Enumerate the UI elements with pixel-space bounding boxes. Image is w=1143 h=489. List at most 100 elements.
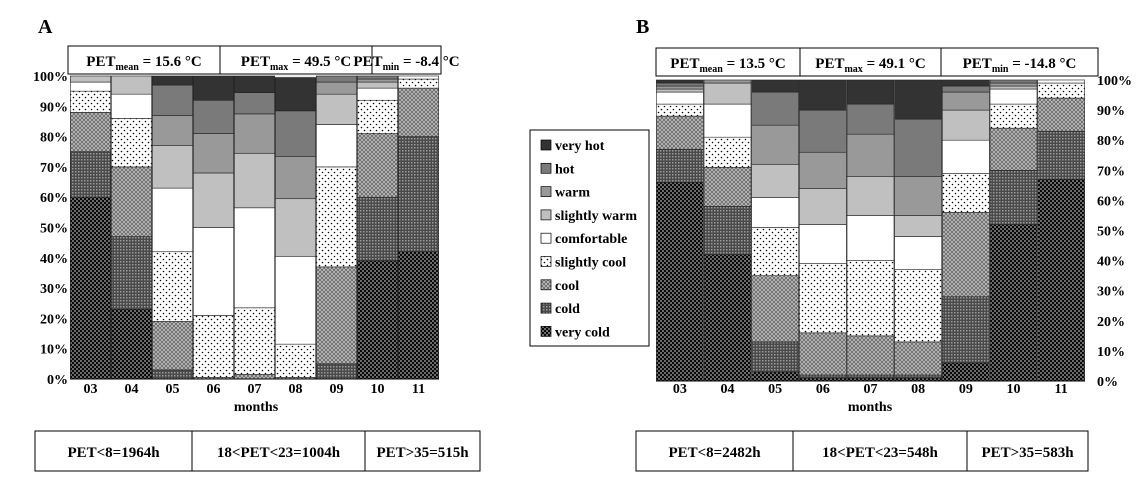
bar-segment-hot <box>846 103 895 135</box>
legend: very hot hot warm slightly warm comfortable s… <box>529 129 650 347</box>
bar-segment-cold <box>942 296 990 364</box>
bar-segment-slightly-warm <box>70 75 111 83</box>
legend-item-very-cold: very cold <box>540 325 610 340</box>
header-cell: PETmax = 49.1 °C <box>815 56 925 75</box>
legend-label: cold <box>555 302 580 317</box>
y-tick-label: 100% <box>33 70 68 85</box>
bar-segment-comfortable <box>357 87 398 101</box>
x-tick-label: 08 <box>289 382 303 397</box>
bar-segment-warm <box>275 155 316 200</box>
bar-segment-hot <box>275 110 316 157</box>
bar-segment-slightly-warm <box>357 81 398 89</box>
bar-segment-slightly-cool <box>942 173 990 213</box>
bar-segment-slightly-warm <box>275 198 316 257</box>
bar-segment-hot <box>656 82 704 87</box>
y-tick-label: 0% <box>47 373 68 388</box>
x-tick-label: 09 <box>330 382 344 397</box>
legend-swatch <box>540 209 552 221</box>
footer-cell: 18<PET<23=1004h <box>217 445 341 461</box>
legend-label: slightly warm <box>555 209 637 224</box>
bar-segment-hot <box>234 92 275 115</box>
legend-box <box>529 129 650 347</box>
bar-stack-11 <box>398 75 439 380</box>
bar-segment-slightly-warm <box>316 93 357 125</box>
legend-item-slightly-warm: slightly warm <box>540 209 637 224</box>
bar-segment-slightly-cool <box>989 103 1038 129</box>
x-tick-label: 08 <box>911 382 925 397</box>
bar-segment-slightly-cool <box>275 343 316 378</box>
legend-swatch <box>540 232 552 244</box>
bar-segment-slightly-warm <box>751 163 799 198</box>
bar-segment-hot <box>942 85 990 93</box>
bar-segment-cold <box>152 369 193 380</box>
bar-segment-comfortable <box>656 91 704 105</box>
bar-segment-warm <box>989 82 1038 87</box>
bar-stack-06 <box>193 75 234 380</box>
bar-segment-hot <box>894 118 942 177</box>
bar-segment-very-cold <box>398 251 439 380</box>
bar-segment-slightly-cool <box>111 118 152 168</box>
bar-segment-comfortable <box>703 103 752 138</box>
bar-segment-very-cold <box>751 371 799 382</box>
bar-segment-very-hot <box>751 79 799 93</box>
legend-label: very hot <box>555 139 605 154</box>
legend-swatch <box>540 326 552 337</box>
bar-segment-cool <box>316 266 357 365</box>
bar-segment-very-hot <box>656 79 704 84</box>
bar-segment-cold <box>751 341 799 373</box>
bar-segment-slightly-warm <box>942 109 990 141</box>
x-tick-label: 03 <box>673 382 687 397</box>
bar-segment-slightly-warm <box>894 215 942 237</box>
legend-label: cool <box>555 279 579 294</box>
bar-segment-slightly-cool <box>656 103 704 117</box>
bar-segment-hot <box>751 91 799 126</box>
bar-segment-slightly-cool <box>799 263 847 334</box>
y-tick-label: 0% <box>1097 375 1118 390</box>
bar-segment-comfortable <box>275 255 316 345</box>
header-box <box>655 47 1099 77</box>
bar-segment-slightly-warm <box>703 82 752 105</box>
bar-segment-slightly-cool <box>751 227 799 276</box>
bar-segment-comfortable <box>1037 79 1085 84</box>
bar-segment-comfortable <box>111 93 152 119</box>
bar-stack-06 <box>799 79 847 382</box>
x-tick-label: 05 <box>166 382 180 397</box>
x-tick-label: 06 <box>207 382 221 397</box>
bar-stack-04 <box>111 75 152 380</box>
footer-cell: PET>35=515h <box>376 445 469 461</box>
x-axis-label-b: months <box>848 400 893 415</box>
bar-segment-cool <box>894 341 942 376</box>
footer-table-b: PET<8=2482h 18<PET<23=548h PET>35=583h <box>635 430 1089 472</box>
bars-a <box>70 75 439 380</box>
bar-segment-very-hot <box>846 79 895 105</box>
bar-segment-warm <box>846 133 895 177</box>
bar-segment-comfortable <box>234 207 275 309</box>
bar-segment-very-hot <box>152 75 193 86</box>
bar-segment-slightly-cool <box>234 307 275 375</box>
bar-segment-comfortable <box>989 88 1038 105</box>
bar-segment-cool <box>799 332 847 376</box>
bar-segment-cold <box>656 148 704 183</box>
bar-segment-very-hot <box>193 75 234 101</box>
bar-segment-warm <box>357 78 398 83</box>
legend-item-hot: hot <box>540 162 575 177</box>
legend-swatch <box>540 186 552 197</box>
bar-segment-warm <box>942 91 990 111</box>
bar-stack-03 <box>70 75 111 380</box>
panel-label-b: B <box>636 16 649 38</box>
x-tick-label: 11 <box>412 382 425 397</box>
y-tick-label: 90% <box>1097 104 1125 119</box>
bar-segment-very-cold <box>111 309 152 380</box>
y-tick-label: 50% <box>40 222 68 237</box>
bar-segment-slightly-warm <box>989 85 1038 90</box>
bar-segment-hot <box>799 109 847 153</box>
header-cell: PETmean = 13.5 °C <box>670 56 785 75</box>
bar-segment-warm <box>894 176 942 216</box>
y-tick-label: 70% <box>40 161 68 176</box>
x-tick-labels-b: 03 04 05 06 07 08 09 10 11 <box>673 382 1068 397</box>
y-tick-label: 20% <box>1097 315 1125 330</box>
bar-stack-05 <box>751 79 799 382</box>
bar-segment-slightly-warm <box>193 172 234 228</box>
y-tick-label: 30% <box>40 282 68 297</box>
bar-segment-slightly-warm <box>656 88 704 93</box>
